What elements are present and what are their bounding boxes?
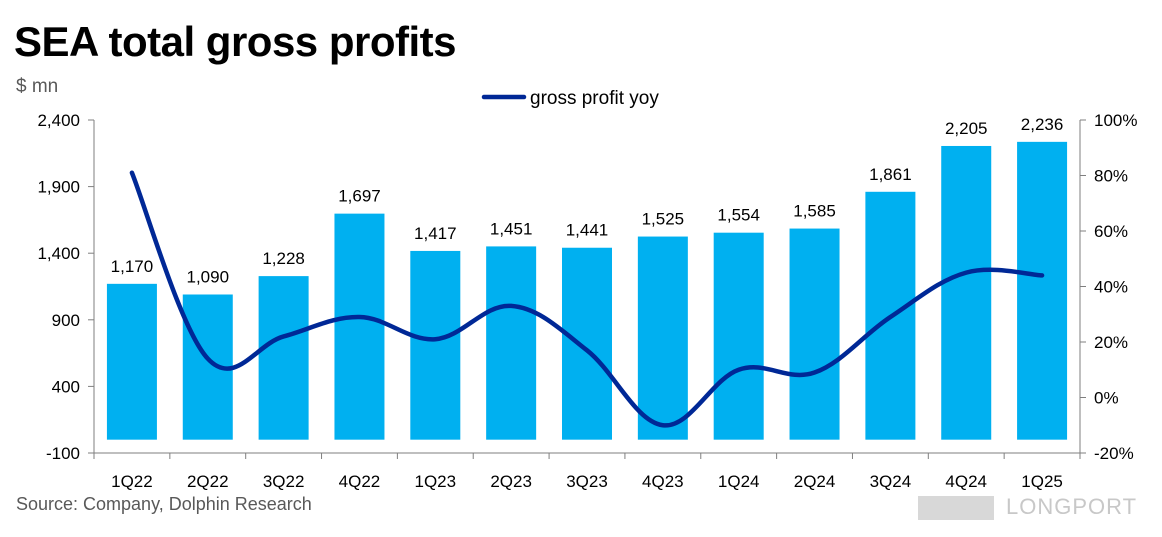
bar-4Q22	[334, 213, 385, 440]
x-tick-label-1Q25: 1Q25	[1021, 472, 1063, 491]
x-tick-label-2Q24: 2Q24	[794, 472, 836, 491]
chart-title: SEA total gross profits	[14, 18, 457, 65]
x-tick-label-1Q23: 1Q23	[415, 472, 457, 491]
left-tick-label: -100	[46, 444, 80, 463]
x-tick-label-4Q24: 4Q24	[945, 472, 987, 491]
data-label-3Q23: 1,441	[566, 221, 609, 240]
data-label-4Q22: 1,697	[338, 187, 381, 206]
left-tick-label: 1,900	[37, 178, 80, 197]
data-label-2Q23: 1,451	[490, 219, 533, 238]
source-note: Source: Company, Dolphin Research	[16, 494, 312, 514]
x-tick-label-2Q23: 2Q23	[490, 472, 532, 491]
bar-1Q22	[106, 283, 157, 440]
data-label-3Q22: 1,228	[262, 249, 305, 268]
data-label-4Q24: 2,205	[945, 119, 988, 138]
right-tick-label: 100%	[1094, 111, 1137, 130]
bar-1Q25	[1017, 141, 1068, 440]
x-tick-label-1Q24: 1Q24	[718, 472, 760, 491]
right-tick-label: 60%	[1094, 222, 1128, 241]
x-tick-label-4Q23: 4Q23	[642, 472, 684, 491]
x-tick-label-3Q22: 3Q22	[263, 472, 305, 491]
bar-1Q23	[410, 250, 461, 440]
right-tick-label: 80%	[1094, 167, 1128, 186]
data-label-4Q23: 1,525	[642, 210, 685, 229]
data-label-1Q23: 1,417	[414, 224, 457, 243]
x-tick-label-2Q22: 2Q22	[187, 472, 229, 491]
bar-3Q22	[258, 276, 309, 440]
x-tick-label-3Q23: 3Q23	[566, 472, 608, 491]
series-line-gross-profit-yoy	[129, 170, 1045, 428]
bar-4Q23	[637, 236, 688, 440]
right-tick-label: 20%	[1094, 333, 1128, 352]
bar-2Q24	[789, 228, 840, 440]
data-label-2Q24: 1,585	[793, 202, 836, 221]
x-tick-label-1Q22: 1Q22	[111, 472, 153, 491]
right-tick-label: 40%	[1094, 278, 1128, 297]
data-label-1Q22: 1,170	[111, 257, 154, 276]
left-tick-label: 900	[52, 311, 80, 330]
right-tick-label: -20%	[1094, 444, 1134, 463]
bar-3Q23	[562, 247, 612, 440]
bar-2Q23	[486, 246, 537, 440]
data-label-1Q24: 1,554	[717, 206, 760, 225]
x-tick-label-3Q24: 3Q24	[870, 472, 912, 491]
right-tick-label: 0%	[1094, 389, 1119, 408]
data-label-3Q24: 1,861	[869, 165, 912, 184]
legend-label-gross-profit-yoy: gross profit yoy	[530, 88, 659, 109]
left-tick-label: 2,400	[37, 111, 80, 130]
x-tick-label-4Q22: 4Q22	[339, 472, 381, 491]
left-tick-label: 400	[52, 377, 80, 396]
bar-4Q24	[941, 145, 992, 440]
data-label-1Q25: 2,236	[1021, 115, 1064, 134]
brand-logo-icon	[918, 496, 994, 520]
bar-1Q24	[713, 232, 764, 440]
left-axis-unit: $ mn	[16, 76, 59, 97]
data-label-2Q22: 1,090	[186, 267, 229, 286]
brand-watermark: LONGPORT	[1006, 494, 1138, 519]
left-tick-label: 1,400	[37, 244, 80, 263]
